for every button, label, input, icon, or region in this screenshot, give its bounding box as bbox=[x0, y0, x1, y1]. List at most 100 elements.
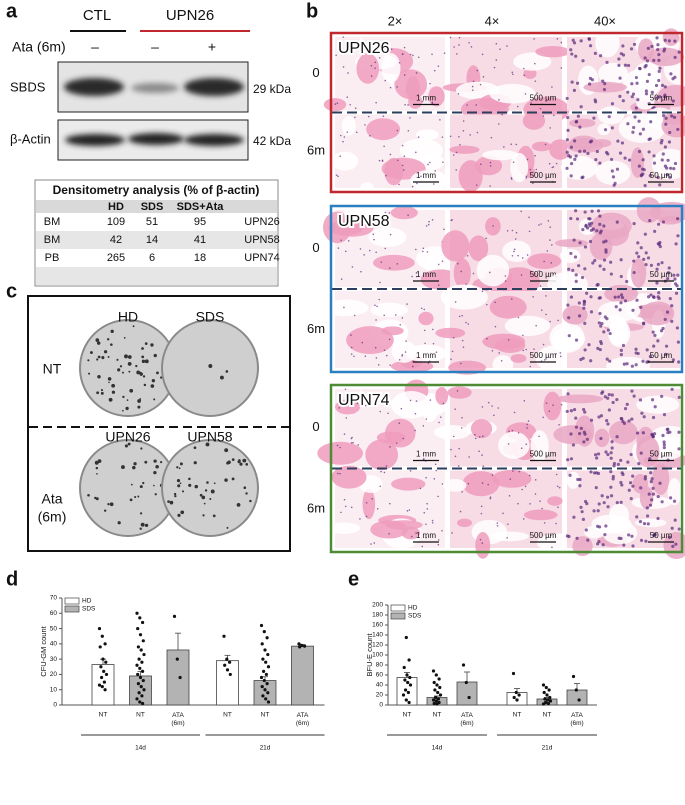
cell bbox=[667, 140, 672, 144]
colony bbox=[225, 370, 229, 373]
cell bbox=[460, 362, 462, 365]
data-point bbox=[97, 683, 102, 687]
cell bbox=[647, 150, 651, 154]
tissue bbox=[356, 53, 380, 84]
cell bbox=[376, 507, 379, 510]
data-point bbox=[435, 683, 439, 687]
colony bbox=[144, 523, 149, 528]
cell bbox=[559, 355, 562, 358]
cell bbox=[374, 61, 377, 64]
cell bbox=[504, 275, 507, 277]
table-cell: UPN26 bbox=[244, 216, 279, 228]
data-point bbox=[546, 701, 551, 706]
cell bbox=[601, 79, 605, 83]
cell bbox=[569, 161, 574, 166]
timepoint-label: 6m bbox=[307, 501, 325, 516]
tissue bbox=[661, 114, 685, 138]
cell bbox=[475, 184, 478, 186]
scale-bar-label: 1 mm bbox=[416, 94, 436, 103]
cell bbox=[535, 168, 538, 171]
tissue bbox=[491, 469, 532, 488]
colony bbox=[139, 398, 142, 400]
histology-image: 50 µm bbox=[565, 28, 685, 114]
cell bbox=[354, 116, 356, 119]
cell bbox=[602, 240, 606, 244]
cell bbox=[343, 136, 346, 138]
tissue bbox=[636, 197, 661, 224]
cell bbox=[627, 533, 631, 537]
cell bbox=[433, 478, 436, 480]
y-tick-label: 180 bbox=[372, 612, 383, 619]
cell bbox=[635, 298, 639, 302]
cell bbox=[384, 216, 387, 219]
colony bbox=[139, 527, 142, 530]
cell bbox=[517, 316, 520, 319]
cell bbox=[574, 273, 578, 277]
y-tick-label: 60 bbox=[50, 610, 58, 617]
cell bbox=[556, 38, 559, 40]
legend-swatch bbox=[390, 612, 406, 620]
cell bbox=[534, 154, 536, 157]
cell bbox=[649, 471, 653, 475]
cell bbox=[581, 517, 586, 521]
cell bbox=[421, 100, 424, 103]
cell bbox=[489, 185, 491, 187]
cell bbox=[378, 57, 381, 59]
cell bbox=[631, 544, 635, 548]
cell bbox=[656, 516, 660, 521]
cell bbox=[673, 277, 677, 281]
data-point bbox=[517, 693, 521, 697]
cell bbox=[573, 255, 578, 259]
colony bbox=[108, 397, 113, 402]
tissue bbox=[440, 284, 488, 310]
cell bbox=[491, 474, 494, 476]
cell bbox=[343, 433, 346, 435]
cell bbox=[351, 436, 353, 439]
colony bbox=[236, 503, 241, 507]
cell bbox=[585, 437, 589, 441]
cell bbox=[645, 506, 649, 510]
cell bbox=[606, 505, 610, 509]
cell bbox=[609, 470, 613, 474]
data-point bbox=[543, 697, 547, 701]
cell bbox=[671, 358, 675, 362]
histology-image: 500 µm bbox=[442, 36, 571, 124]
data-point bbox=[544, 685, 548, 690]
data-point bbox=[136, 672, 140, 677]
cell bbox=[401, 317, 404, 319]
cell bbox=[637, 149, 642, 154]
cell bbox=[608, 331, 612, 336]
colony bbox=[87, 359, 90, 362]
row-label: (6m) bbox=[38, 509, 67, 525]
colony bbox=[88, 372, 91, 375]
cell bbox=[670, 526, 674, 530]
cell bbox=[644, 63, 648, 68]
cell bbox=[583, 321, 587, 325]
cell bbox=[344, 505, 347, 508]
cell bbox=[353, 355, 355, 358]
cell bbox=[461, 339, 464, 342]
y-tick-label: 20 bbox=[376, 692, 384, 699]
cell bbox=[535, 324, 537, 327]
cell bbox=[472, 80, 475, 83]
cell bbox=[629, 47, 634, 51]
cell bbox=[582, 299, 586, 303]
cell bbox=[619, 500, 623, 504]
cell bbox=[521, 488, 523, 491]
tissue bbox=[456, 518, 473, 528]
data-point bbox=[434, 673, 438, 677]
cell bbox=[668, 130, 672, 135]
cell bbox=[550, 262, 553, 264]
cell bbox=[495, 59, 498, 61]
cell bbox=[620, 483, 624, 487]
cell bbox=[597, 415, 601, 419]
cell bbox=[497, 407, 500, 409]
histology-panel: 2× 4× 40× 1 mm 500 µm 50 µm 0 1 mm 500 µm 50 µm 6m… bbox=[307, 13, 685, 560]
colony bbox=[178, 467, 181, 470]
data-point bbox=[433, 688, 437, 692]
cell bbox=[380, 261, 383, 263]
data-point bbox=[515, 698, 519, 702]
cell bbox=[425, 536, 427, 539]
cell bbox=[627, 488, 631, 492]
cell bbox=[428, 220, 430, 223]
